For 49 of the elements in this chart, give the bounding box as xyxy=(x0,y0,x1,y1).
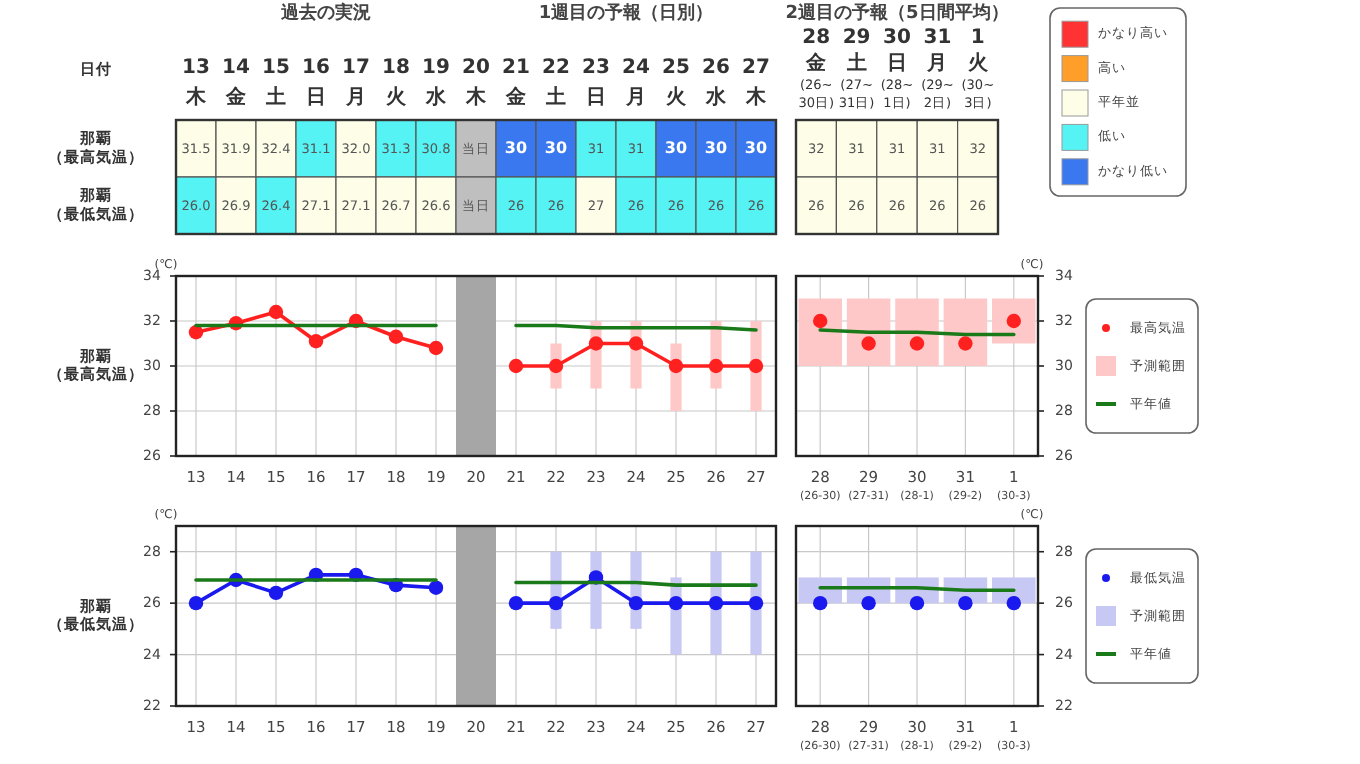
x-tick-label: 1 火 (30~3日) xyxy=(961,26,995,111)
x-tick-label: 22 土 xyxy=(542,56,570,109)
x-tick-label: 19 水 xyxy=(422,56,450,109)
x-tick-label: 14 金 xyxy=(222,56,250,109)
data-label: 30 xyxy=(664,138,688,157)
x-tick-label: 17 月 xyxy=(342,56,370,109)
x-tick-label: 31 月 (29~2日) xyxy=(921,26,954,111)
point xyxy=(508,358,524,374)
data-label: 30 xyxy=(544,138,568,157)
point xyxy=(188,325,204,340)
x-tick-label: 29 土 (27~31日) xyxy=(838,26,875,111)
x-tick-label: 25 火 xyxy=(662,56,690,109)
x-tick-label: 26 水 xyxy=(702,56,730,109)
chart-title: 2週目の予報（5日間平均） xyxy=(785,2,1009,25)
point xyxy=(668,358,684,374)
x-tick-label: 28 金 (26~30日) xyxy=(798,26,835,111)
x-tick-label: 30 日 (28~1日) xyxy=(880,26,914,111)
point xyxy=(308,334,324,349)
x-tick-label: 15 土 xyxy=(262,56,290,109)
point xyxy=(628,595,644,611)
point xyxy=(508,595,524,611)
x-tick-label: 13 木 xyxy=(182,56,210,109)
point xyxy=(588,336,604,351)
point xyxy=(708,358,724,374)
point xyxy=(268,304,284,320)
point xyxy=(548,595,564,611)
point xyxy=(708,595,724,611)
point xyxy=(388,329,404,344)
x-tick-label: 23 日 xyxy=(582,56,610,109)
point xyxy=(428,340,444,356)
point xyxy=(268,585,284,601)
data-label: 30 xyxy=(744,138,768,157)
point xyxy=(548,358,564,374)
x-tick-label: 24 月 xyxy=(622,56,650,109)
data-label: 30 xyxy=(504,138,528,157)
x-tick-label: 20 木 xyxy=(462,56,490,109)
point xyxy=(748,358,764,374)
point xyxy=(668,595,684,611)
data-label: 30 xyxy=(704,138,728,157)
point xyxy=(748,595,764,611)
x-tick-label: 27 木 xyxy=(742,56,770,109)
point xyxy=(188,595,204,611)
text: 過去の実況 xyxy=(279,2,371,25)
point xyxy=(628,336,644,351)
x-tick-label: 16 日 xyxy=(302,56,330,109)
x-tick-label: 21 金 xyxy=(502,56,530,109)
point xyxy=(428,580,444,595)
x-tick-label: 18 火 xyxy=(382,56,410,109)
text: 1週目の予報（日別） xyxy=(538,2,714,25)
